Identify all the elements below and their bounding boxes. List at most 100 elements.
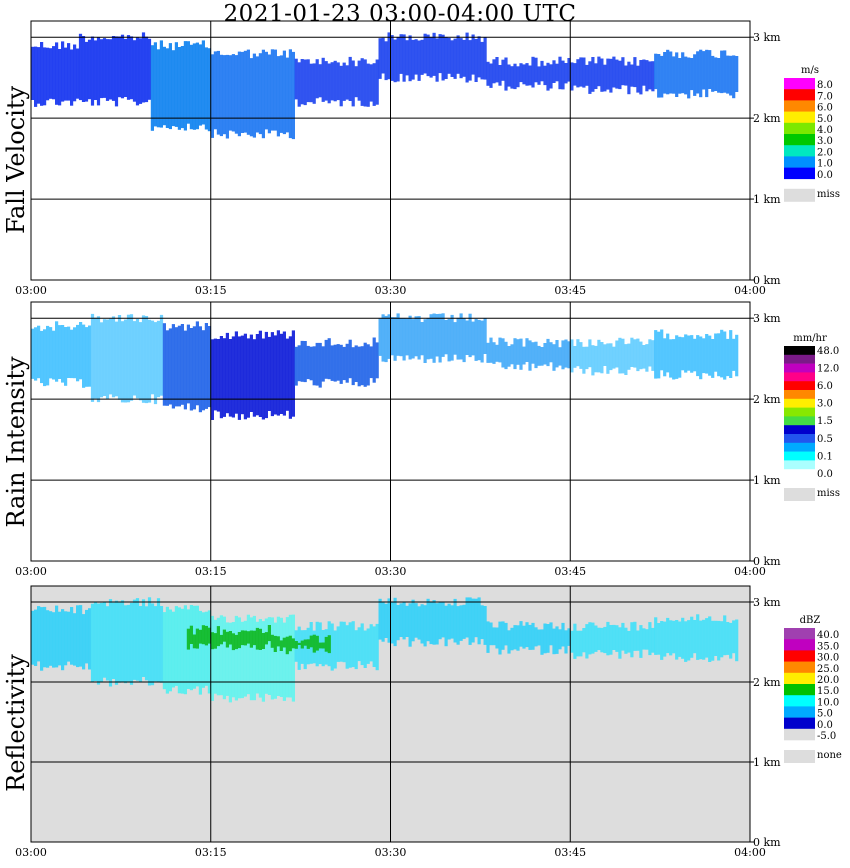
legend-label: 0.0 bbox=[817, 170, 833, 181]
echo-column bbox=[231, 622, 235, 698]
echo-column bbox=[108, 39, 113, 100]
echo-column bbox=[612, 346, 616, 369]
height-tick-label: 2 km bbox=[753, 393, 781, 406]
echo-column bbox=[396, 605, 400, 641]
height-tick-label: 3 km bbox=[753, 596, 781, 609]
legend-label: 40.0 bbox=[817, 630, 839, 641]
echo-column bbox=[345, 625, 349, 669]
echo-column bbox=[282, 50, 286, 135]
echo-column bbox=[381, 37, 385, 74]
echo-column bbox=[357, 346, 361, 387]
echo-column bbox=[510, 627, 514, 651]
echo-column bbox=[138, 606, 143, 682]
echo-column bbox=[34, 327, 38, 381]
echo-column bbox=[114, 600, 119, 685]
echo-column bbox=[384, 41, 388, 81]
echo-column bbox=[423, 33, 427, 74]
echo-column bbox=[156, 49, 160, 128]
echo-region-1 bbox=[78, 32, 152, 107]
echo-column bbox=[249, 58, 253, 137]
legend-swatch-miss bbox=[784, 188, 815, 202]
echo-column bbox=[255, 334, 259, 416]
height-tick-label: 1 km bbox=[753, 193, 781, 206]
echo-column bbox=[609, 343, 613, 371]
echo-column bbox=[480, 320, 484, 363]
echo-column bbox=[516, 339, 520, 365]
echo-column bbox=[246, 49, 250, 135]
echo-column bbox=[513, 338, 517, 370]
echo-column bbox=[654, 617, 658, 655]
echo-column bbox=[309, 635, 313, 648]
echo-column bbox=[423, 605, 427, 647]
echo-column bbox=[447, 37, 451, 74]
legend-label: miss bbox=[817, 488, 840, 499]
legend-label: 6.0 bbox=[817, 103, 833, 114]
echo-column bbox=[34, 609, 38, 666]
echo-column bbox=[714, 57, 718, 91]
echo-column bbox=[546, 62, 550, 91]
echo-column bbox=[525, 338, 529, 362]
echo-column bbox=[177, 325, 181, 407]
echo-column bbox=[138, 322, 143, 401]
echo-column bbox=[681, 52, 685, 94]
echo-column bbox=[516, 66, 520, 88]
echo-column bbox=[276, 616, 280, 696]
echo-column bbox=[303, 59, 307, 106]
echo-column bbox=[34, 46, 38, 107]
echo-column bbox=[246, 631, 250, 644]
echo-region-3 bbox=[210, 49, 295, 140]
echo-column bbox=[216, 339, 220, 412]
echo-column bbox=[123, 605, 128, 684]
echo-column bbox=[600, 627, 604, 653]
echo-column bbox=[129, 36, 134, 100]
echo-column bbox=[114, 321, 119, 397]
legend-label: 1.5 bbox=[817, 416, 833, 427]
echo-column bbox=[582, 628, 586, 653]
echo-column bbox=[216, 50, 220, 135]
echo-column bbox=[159, 606, 164, 683]
plot-border bbox=[30, 20, 751, 281]
height-tick-label: 2 km bbox=[753, 112, 781, 125]
echo-column bbox=[234, 615, 238, 701]
echo-column bbox=[76, 324, 80, 382]
echo-column bbox=[633, 339, 637, 368]
echo-column bbox=[492, 627, 496, 646]
echo-column bbox=[147, 38, 152, 100]
echo-column bbox=[468, 313, 472, 358]
echo-column bbox=[204, 611, 208, 686]
echo-column bbox=[285, 338, 289, 411]
echo-column bbox=[597, 339, 601, 373]
echo-column bbox=[381, 602, 385, 642]
echo-column bbox=[294, 641, 298, 649]
echo-column bbox=[327, 63, 331, 104]
echo-region-0 bbox=[31, 41, 80, 107]
echo-column bbox=[198, 44, 202, 126]
echo-column bbox=[201, 625, 205, 645]
time-tick-label: 04:00 bbox=[734, 565, 766, 578]
echo-column bbox=[621, 57, 625, 86]
echo-column bbox=[76, 48, 80, 99]
echo-column bbox=[696, 335, 700, 377]
echo-column bbox=[291, 51, 295, 140]
echo-region-3 bbox=[210, 614, 295, 703]
echo-column bbox=[186, 628, 190, 650]
echo-column bbox=[423, 319, 427, 363]
echo-column bbox=[492, 59, 496, 84]
echo-column bbox=[612, 56, 616, 88]
echo-column bbox=[375, 59, 379, 105]
echo-column bbox=[219, 336, 223, 419]
echo-column bbox=[276, 636, 280, 647]
echo-column bbox=[723, 331, 727, 380]
echo-column bbox=[504, 57, 508, 91]
echo-column bbox=[363, 59, 367, 107]
echo-column bbox=[489, 337, 493, 363]
echo-column bbox=[408, 603, 412, 647]
echo-column bbox=[225, 332, 229, 414]
echo-column bbox=[168, 43, 172, 130]
echo-column bbox=[183, 605, 187, 695]
echo-column bbox=[399, 34, 403, 74]
echo-column bbox=[96, 603, 101, 685]
legend-swatch bbox=[784, 442, 815, 452]
echo-region-5 bbox=[378, 32, 487, 83]
echo-column bbox=[570, 630, 574, 653]
